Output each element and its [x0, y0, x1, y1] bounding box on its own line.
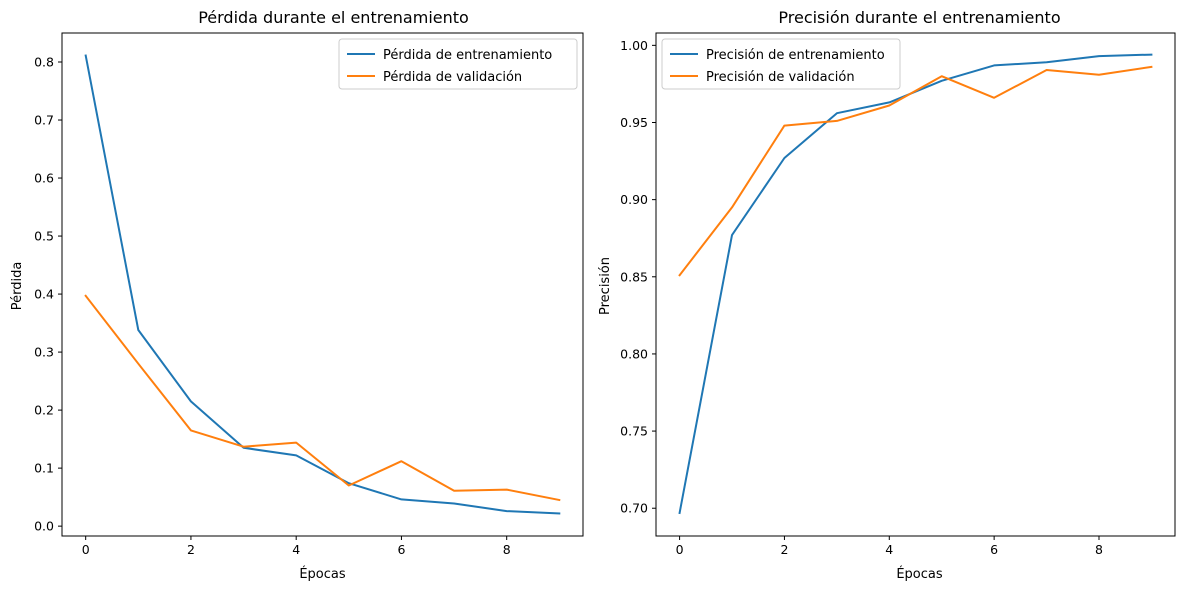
- loss-legend-label-1: Pérdida de validación: [383, 70, 522, 85]
- accuracy-legend-box: [661, 38, 901, 90]
- accuracy-axes-frame: [655, 32, 1176, 537]
- loss-x-tick-label: 2: [187, 542, 195, 557]
- loss-series-line-0: [84, 54, 561, 515]
- accuracy-chart-ylabel: Precisión: [598, 257, 613, 315]
- accuracy-legend-label-1: Precisión de validación: [706, 70, 855, 85]
- accuracy-y-tick-label: 0.80: [620, 346, 648, 361]
- accuracy-chart: Precisión durante el entrenamiento 0 2 4 6 8…: [598, 8, 1176, 582]
- accuracy-x-tick-label: 8: [1095, 542, 1103, 557]
- accuracy-y-tick-label: 1.00: [620, 38, 648, 53]
- loss-x-tick-label: 6: [397, 542, 405, 557]
- loss-legend-box: [338, 38, 578, 90]
- accuracy-y-tick-label: 0.70: [620, 501, 648, 516]
- loss-chart: Pérdida durante el entrenamiento 0 2 4 6 8 0.…: [10, 8, 584, 582]
- accuracy-y-tick-label: 0.95: [620, 115, 648, 130]
- accuracy-legend: Precisión de entrenamiento Precisión de v…: [661, 38, 901, 90]
- loss-y-tick-label: 0.2: [34, 403, 54, 418]
- loss-legend: Pérdida de entrenamiento Pérdida de valid…: [338, 38, 578, 90]
- loss-x-tick-label: 4: [292, 542, 300, 557]
- loss-chart-ylabel: Pérdida: [10, 262, 25, 311]
- loss-chart-xlabel: Épocas: [299, 566, 346, 582]
- loss-x-tick-label: 0: [82, 542, 90, 557]
- accuracy-x-tick-label: 6: [990, 542, 998, 557]
- loss-y-tick-label: 0.0: [34, 519, 54, 534]
- accuracy-x-tick-label: 0: [676, 542, 684, 557]
- accuracy-y-tick-label: 0.90: [620, 192, 648, 207]
- loss-y-tick-label: 0.6: [34, 171, 54, 186]
- loss-series-line-1: [84, 294, 561, 502]
- accuracy-y-tick-label: 0.75: [620, 424, 648, 439]
- loss-y-tick-label: 0.3: [34, 345, 54, 360]
- accuracy-x-tick-label: 2: [780, 542, 788, 557]
- accuracy-legend-label-0: Precisión de entrenamiento: [706, 48, 885, 63]
- accuracy-chart-title: Precisión durante el entrenamiento: [778, 8, 1060, 27]
- loss-y-tick-label: 0.8: [34, 55, 54, 70]
- loss-y-tick-label: 0.4: [34, 287, 54, 302]
- loss-y-tick-label: 0.7: [34, 113, 54, 128]
- loss-y-tick-label: 0.5: [34, 229, 54, 244]
- accuracy-y-tick-label: 0.85: [620, 269, 648, 284]
- accuracy-chart-xlabel: Épocas: [896, 566, 943, 582]
- loss-legend-label-0: Pérdida de entrenamiento: [383, 48, 552, 63]
- accuracy-series-line-1: [678, 65, 1153, 277]
- loss-y-tick-label: 0.1: [34, 461, 54, 476]
- loss-chart-title: Pérdida durante el entrenamiento: [198, 8, 469, 27]
- loss-axes-frame: [61, 32, 584, 537]
- accuracy-x-tick-label: 4: [885, 542, 893, 557]
- loss-x-tick-label: 8: [503, 542, 511, 557]
